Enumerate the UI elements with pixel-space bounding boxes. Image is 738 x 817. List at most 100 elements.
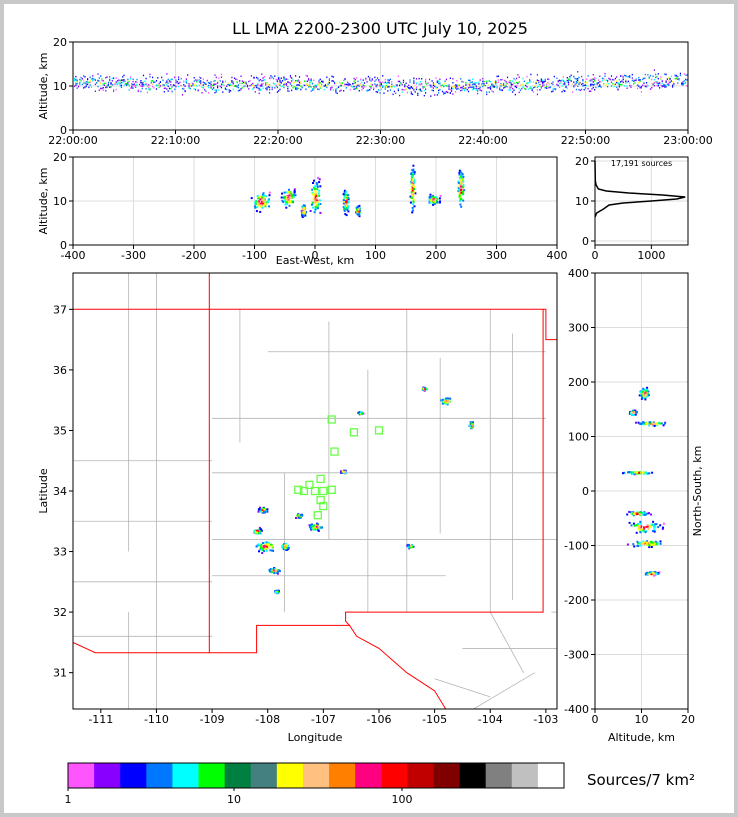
time-source-point bbox=[566, 87, 568, 90]
time-source-point bbox=[673, 82, 675, 85]
time-source-point bbox=[213, 84, 215, 86]
time-source-point bbox=[228, 84, 230, 86]
time-source-point bbox=[484, 85, 486, 87]
time-source-point bbox=[629, 84, 631, 87]
time-source-point bbox=[665, 80, 667, 82]
x-tick-label: -100 bbox=[242, 249, 267, 262]
map-source-point bbox=[257, 532, 260, 534]
ew-source-point bbox=[316, 201, 319, 204]
time-source-point bbox=[672, 86, 674, 88]
time-source-point bbox=[438, 89, 440, 92]
time-source-point bbox=[536, 86, 538, 88]
time-source-point bbox=[257, 77, 259, 79]
time-source-point bbox=[547, 87, 549, 90]
ew-source-point bbox=[411, 206, 414, 209]
time-source-point bbox=[382, 75, 384, 77]
time-source-point bbox=[213, 83, 215, 85]
time-source-point bbox=[608, 77, 610, 80]
ew-source-point bbox=[414, 192, 417, 195]
ns-source-point bbox=[637, 524, 640, 527]
time-source-point bbox=[564, 81, 566, 84]
time-source-point bbox=[220, 73, 223, 76]
time-source-point bbox=[386, 82, 388, 84]
time-source-point bbox=[500, 79, 502, 81]
time-source-point bbox=[638, 79, 640, 81]
time-source-point bbox=[610, 75, 613, 77]
time-source-point bbox=[545, 87, 548, 89]
ns-source-point bbox=[632, 413, 635, 416]
time-source-point bbox=[562, 80, 564, 82]
time-source-point bbox=[573, 81, 575, 83]
time-source-point bbox=[414, 84, 416, 87]
time-source-point bbox=[629, 75, 631, 77]
time-source-point bbox=[310, 86, 312, 88]
ns-source-point bbox=[623, 471, 626, 474]
ew-source-point bbox=[410, 188, 413, 191]
time-source-point bbox=[118, 79, 120, 81]
time-source-point bbox=[214, 83, 216, 85]
time-source-point bbox=[306, 80, 308, 82]
time-source-point bbox=[296, 84, 298, 86]
time-source-point bbox=[354, 78, 356, 81]
map-source-point bbox=[265, 549, 268, 552]
time-source-point bbox=[297, 79, 299, 82]
x-tick-label: 0 bbox=[592, 249, 599, 262]
map-source-point bbox=[357, 412, 360, 414]
time-source-point bbox=[575, 80, 577, 83]
time-source-point bbox=[244, 81, 246, 84]
ns-source-point bbox=[645, 543, 648, 546]
time-source-point bbox=[496, 81, 498, 84]
time-source-point bbox=[675, 75, 678, 77]
time-source-point bbox=[298, 76, 301, 78]
ew-source-point bbox=[262, 196, 265, 199]
time-source-point bbox=[577, 81, 579, 84]
time-source-point bbox=[215, 76, 217, 79]
time-source-point bbox=[605, 84, 607, 86]
ns-source-point bbox=[638, 471, 641, 474]
ew-source-point bbox=[256, 195, 259, 197]
time-source-point bbox=[556, 77, 558, 79]
time-source-point bbox=[241, 80, 243, 82]
ew-source-point bbox=[431, 199, 434, 202]
time-source-point bbox=[562, 83, 564, 85]
time-source-point bbox=[304, 80, 306, 82]
time-source-point bbox=[477, 88, 479, 90]
time-source-point bbox=[529, 80, 531, 83]
time-source-point bbox=[245, 81, 247, 84]
ns-source-point bbox=[629, 511, 632, 514]
time-source-point bbox=[228, 91, 230, 93]
time-source-point bbox=[92, 78, 94, 80]
time-source-point bbox=[352, 86, 354, 88]
time-source-point bbox=[158, 82, 160, 85]
time-source-point bbox=[383, 92, 385, 94]
time-source-point bbox=[532, 91, 535, 93]
ew-source-point bbox=[303, 209, 306, 212]
map-source-point bbox=[470, 422, 473, 425]
ew-source-point bbox=[303, 212, 306, 215]
map-source-point bbox=[441, 398, 444, 401]
time-source-point bbox=[665, 73, 667, 76]
time-source-point bbox=[245, 82, 247, 85]
time-source-point bbox=[436, 94, 438, 96]
time-source-point bbox=[335, 90, 337, 92]
time-source-point bbox=[370, 85, 372, 88]
time-source-point bbox=[285, 84, 288, 86]
map-source-point bbox=[312, 525, 315, 528]
time-source-point bbox=[604, 75, 606, 77]
time-source-point bbox=[486, 82, 488, 84]
time-source-point bbox=[493, 84, 496, 87]
time-source-point bbox=[623, 85, 626, 87]
time-source-point bbox=[365, 77, 367, 80]
time-source-point bbox=[483, 82, 485, 85]
time-source-point bbox=[539, 89, 541, 91]
time-source-point bbox=[128, 80, 130, 83]
time-source-point bbox=[666, 78, 668, 80]
ew-source-point bbox=[288, 204, 291, 207]
time-source-point bbox=[267, 84, 269, 86]
ew-source-point bbox=[289, 200, 292, 203]
map-source-point bbox=[310, 528, 313, 531]
time-source-point bbox=[209, 82, 211, 84]
ns-source-point bbox=[642, 513, 645, 516]
time-source-point bbox=[321, 83, 323, 86]
colorbar-swatch bbox=[302, 763, 330, 788]
